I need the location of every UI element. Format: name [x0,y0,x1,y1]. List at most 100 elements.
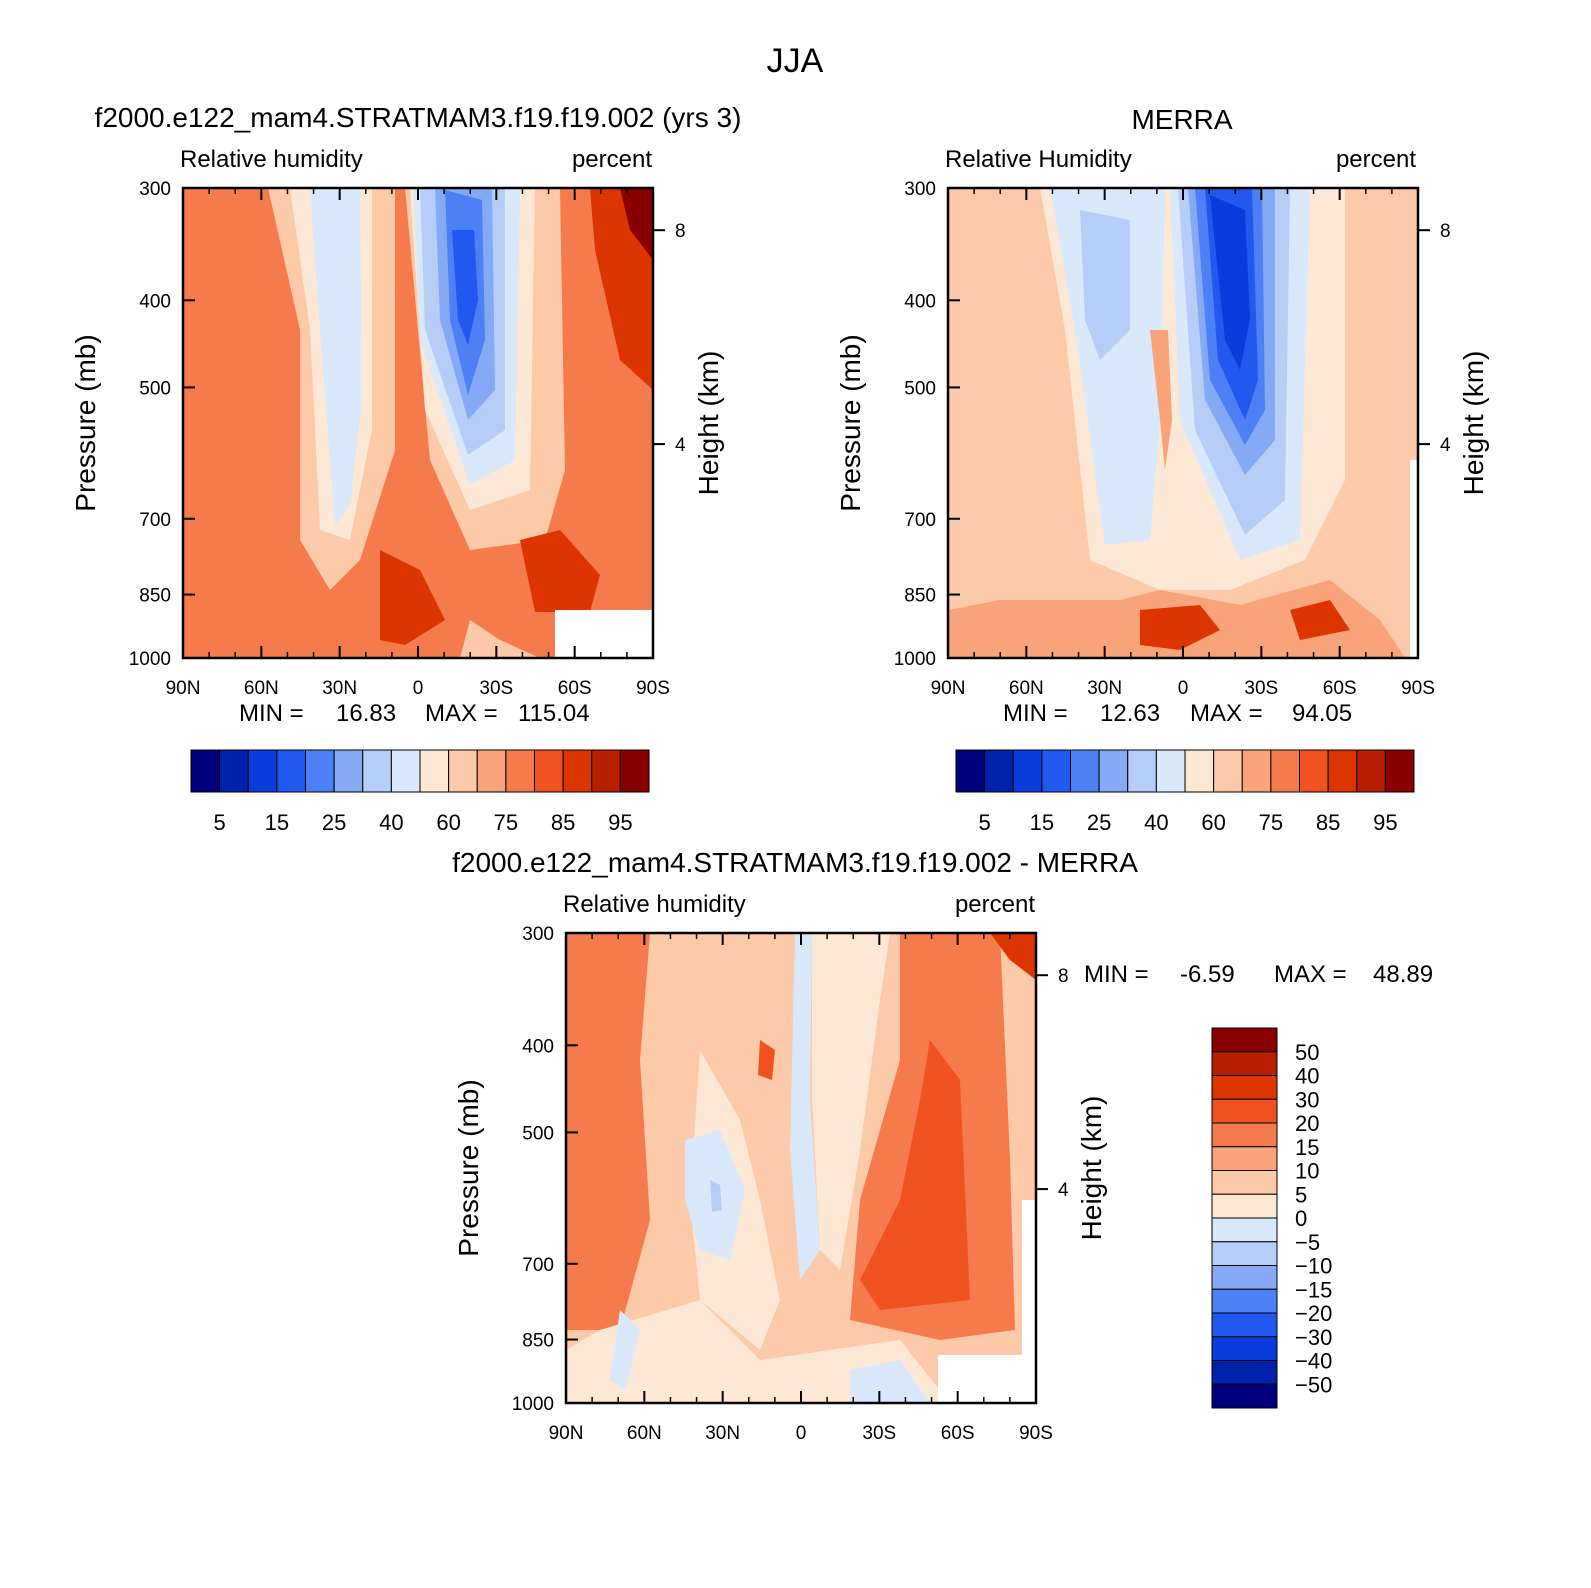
y-tick-label: 1000 [512,1394,554,1415]
colorbar-label: 95 [1373,810,1397,835]
y-tick-label: 400 [522,1036,554,1057]
y-tick-label: 850 [904,586,936,607]
colorbar-swatch [1211,1146,1278,1171]
colorbar-label: −20 [1295,1301,1332,1326]
colorbar-swatch [1299,749,1329,793]
colorbar-swatch [1211,1193,1278,1219]
colorbar-swatch [1211,1312,1278,1338]
contour-band-40 [310,188,362,525]
figure-title: JJA [767,42,824,80]
colorbar-label: −30 [1295,1325,1332,1350]
contour-band-85b [520,530,600,612]
colorbar: 5 15 25 40 60 75 85 95 [190,749,650,835]
contour-band-30 [860,1040,970,1310]
max-value: 94.05 [1292,700,1352,727]
right-axis-label: Height (km) [1458,351,1489,496]
colorbar-swatch [1211,1170,1278,1195]
colorbar-swatch [448,749,478,793]
contour-band-neg5d [850,1360,930,1403]
min-value: -6.59 [1180,961,1235,988]
variable-label: Relative Humidity [945,146,1132,173]
colorbar-label: −15 [1295,1277,1332,1302]
missing-data-region [1022,1200,1036,1355]
x-tick-label: 90S [636,678,670,699]
colorbar-swatch [1211,1051,1278,1076]
colorbar-swatch [476,749,507,793]
max-value: 48.89 [1373,961,1433,988]
x-tick-label: 90S [1019,1423,1053,1444]
colorbar-swatch [1070,749,1100,793]
y-tick-label: 850 [139,586,171,607]
colorbar-swatch [1211,1383,1278,1409]
colorbar-swatch [1211,1360,1278,1385]
y-tick-label: 1000 [894,649,936,670]
colorbar-swatch [1211,1336,1278,1361]
y-tick-label: 700 [139,510,171,531]
colorbar-swatch [419,749,450,793]
colorbar-label: 60 [436,810,460,835]
colorbar-label: −10 [1295,1254,1332,1279]
colorbar-swatch [534,749,564,793]
colorbar-swatch [1213,749,1243,793]
colorbar-label: 40 [1144,810,1168,835]
colorbar-label: 5 [214,810,226,835]
x-tick-label: 0 [413,678,424,699]
colorbar-swatch [1127,749,1157,793]
panel-model: f2000.e122_mam4.STRATMAM3.f19.f19.002 (y… [70,102,741,835]
colorbar-swatch [1211,1217,1278,1243]
panel-difference: f2000.e122_mam4.STRATMAM3.f19.f19.002 - … [452,847,1433,1444]
contour-band-75 [1150,330,1172,470]
x-tick-label: 60S [558,678,592,699]
right-tick-label: 4 [1058,1180,1069,1201]
x-tick-label: 90S [1401,678,1435,699]
y-tick-label: 400 [904,291,936,312]
variable-label: Relative humidity [563,891,746,918]
axis-ticks: 90N 60N 30N 0 30S 60S 90S 300 400 500 700 850 1000 8 4 [894,179,1451,699]
colorbar-label: 25 [1087,810,1111,835]
x-tick-label: 30S [862,1423,896,1444]
colorbar-swatch [333,749,364,793]
right-tick-label: 8 [1058,966,1069,987]
colorbar-label: 30 [1295,1087,1319,1112]
variable-label: Relative humidity [180,146,363,173]
y-tick-label: 700 [904,510,936,531]
x-tick-label: 0 [796,1423,807,1444]
x-tick-label: 90N [166,678,201,699]
colorbar-label: 0 [1295,1206,1307,1231]
contour-band-10 [452,230,478,345]
colorbar-label: 15 [1295,1135,1319,1160]
units-label: percent [1336,146,1416,173]
colorbar-swatch [276,749,306,793]
colorbar-swatch [1211,1027,1278,1053]
y-tick-label: 500 [139,378,171,399]
contour-band-15 [566,933,650,1330]
axis-ticks: 90N 60N 30N 0 30S 60S 90S 300 400 500 700 850 1000 8 4 [129,179,686,699]
contour-band-5 [1210,195,1250,370]
colorbar-label: −40 [1295,1349,1332,1374]
contour-field [948,188,1418,658]
units-label: percent [955,891,1035,918]
colorbar-swatch [1041,749,1071,793]
colorbar-swatch [1211,1265,1278,1290]
contour-band-neg5c [610,1310,640,1390]
y-tick-label: 400 [139,291,171,312]
min-value: 12.63 [1100,700,1160,727]
colorbar-label: 40 [1295,1064,1319,1089]
panel-title: f2000.e122_mam4.STRATMAM3.f19.f19.002 (y… [95,102,742,133]
panel-title: MERRA [1131,104,1232,135]
contour-band-30 [1080,210,1130,360]
contour-band-85 [380,550,445,645]
panel-title: f2000.e122_mam4.STRATMAM3.f19.f19.002 - … [452,847,1138,878]
x-tick-label: 30N [322,678,357,699]
colorbar-label: 85 [1316,810,1340,835]
x-tick-label: 30N [705,1423,740,1444]
x-tick-label: 90N [931,678,966,699]
colorbar-swatch [219,749,249,793]
colorbar-swatch [1241,749,1272,793]
axis-ticks: 90N 60N 30N 0 30S 60S 90S 300 400 500 700 850 1000 8 4 [512,924,1069,1444]
right-axis-label: Height (km) [693,351,724,496]
x-tick-label: 0 [1178,678,1189,699]
x-tick-label: 30S [479,678,513,699]
colorbar-label: 5 [1295,1182,1307,1207]
